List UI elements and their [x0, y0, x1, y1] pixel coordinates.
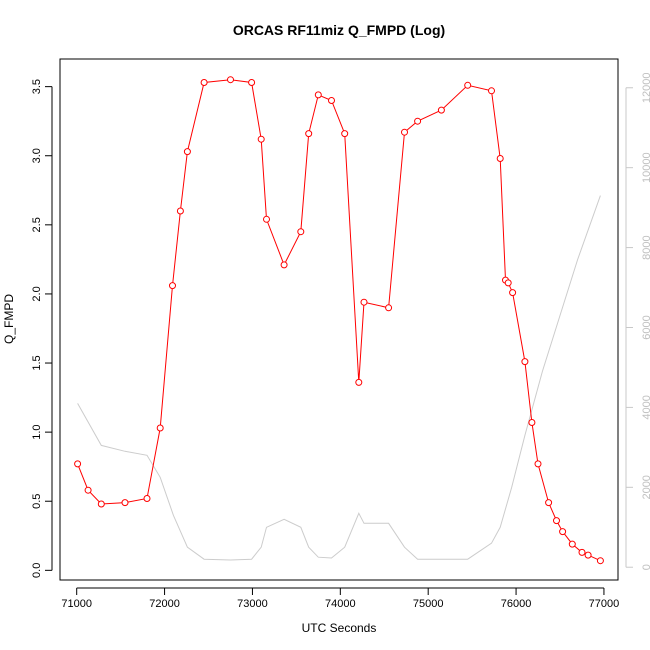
- y2-tick-label: 12000: [641, 72, 650, 103]
- q-fmpd-point: [584, 551, 592, 559]
- y-tick-label: 2.5: [31, 217, 43, 232]
- plot-frame: [59, 58, 619, 581]
- y2-tick-label: 8000: [641, 235, 650, 259]
- q-fmpd-line: [77, 79, 601, 562]
- q-fmpd-point: [488, 87, 495, 95]
- q-fmpd-point: [74, 460, 82, 468]
- y-axis-left: 0.0 0.5 1.0 1.5 2.0 2.5 3.0 3.5: [31, 79, 53, 578]
- q-fmpd-point: [328, 97, 335, 104]
- y2-tick-label: 2000: [641, 475, 650, 499]
- q-fmpd-point: [496, 155, 504, 162]
- y2-tick-label: 10000: [641, 152, 650, 183]
- y-axis-right: 0 2000 4000 6000 8000 10000 12000: [625, 72, 650, 570]
- q-fmpd-point: [121, 499, 129, 507]
- q-fmpd-point: [341, 130, 349, 138]
- right-axis-series-line: [77, 195, 601, 561]
- y-tick-label: 1.0: [31, 424, 43, 439]
- q-fmpd-point: [143, 495, 151, 502]
- q-fmpd-point: [314, 91, 322, 99]
- q-fmpd-point: [97, 500, 105, 508]
- q-fmpd-point: [176, 207, 184, 215]
- q-fmpd-point: [596, 557, 604, 565]
- x-tick-label: 76000: [501, 598, 532, 610]
- q-fmpd-point: [521, 358, 529, 366]
- q-fmpd-point: [464, 81, 472, 89]
- q-fmpd-point: [280, 261, 288, 269]
- x-tick-label: 72000: [149, 598, 180, 610]
- right-axis-series: [77, 195, 601, 561]
- q-fmpd-point: [559, 528, 567, 536]
- q-fmpd-point: [437, 106, 445, 114]
- y-tick-label: 0.0: [31, 563, 43, 578]
- q-fmpd-point: [355, 378, 363, 386]
- q-fmpd-point: [568, 540, 576, 548]
- q-fmpd-point: [414, 117, 422, 125]
- q-fmpd-point: [545, 499, 553, 507]
- x-tick-label: 73000: [237, 598, 268, 610]
- x-axis-label: UTC Seconds: [302, 621, 377, 635]
- x-tick-label: 77000: [589, 598, 620, 610]
- q-fmpd-point: [297, 228, 305, 236]
- y2-tick-label: 0: [641, 564, 650, 570]
- q-fmpd-point: [183, 148, 191, 156]
- q-fmpd-point: [578, 548, 586, 556]
- y-tick-label: 2.0: [31, 286, 43, 301]
- q-fmpd-point: [528, 419, 536, 426]
- q-fmpd-point: [257, 135, 265, 143]
- q-fmpd-series: [74, 76, 604, 565]
- y-axis-label: Q_FMPD: [2, 294, 16, 344]
- q-fmpd-point: [401, 128, 408, 136]
- chart-title: ORCAS RF11miz Q_FMPD (Log): [233, 22, 445, 38]
- y-tick-label: 0.5: [31, 494, 43, 509]
- q-fmpd-point: [360, 298, 368, 306]
- q-fmpd-point: [169, 282, 176, 290]
- q-fmpd-point: [305, 130, 313, 138]
- q-fmpd-point: [200, 79, 208, 86]
- q-fmpd-point: [156, 424, 164, 432]
- y-tick-label: 1.5: [31, 355, 43, 370]
- q-fmpd-point: [248, 79, 256, 86]
- y2-tick-label: 4000: [641, 395, 650, 419]
- q-fmpd-point: [84, 486, 92, 494]
- y-tick-label: 3.0: [31, 148, 43, 163]
- q-fmpd-point: [509, 289, 517, 297]
- x-axis: 71000 72000 73000 74000 75000 76000 77000: [61, 587, 620, 610]
- q-fmpd-point: [534, 460, 542, 468]
- x-tick-label: 74000: [325, 598, 356, 610]
- q-fmpd-point: [385, 304, 393, 312]
- q-fmpd-point: [504, 279, 512, 287]
- q-fmpd-point: [553, 517, 560, 525]
- y2-tick-label: 6000: [641, 315, 650, 339]
- x-tick-label: 71000: [61, 598, 92, 610]
- q-fmpd-point: [227, 76, 234, 84]
- q-fmpd-point: [263, 215, 270, 223]
- x-tick-label: 75000: [413, 598, 444, 610]
- y-tick-label: 3.5: [31, 79, 43, 94]
